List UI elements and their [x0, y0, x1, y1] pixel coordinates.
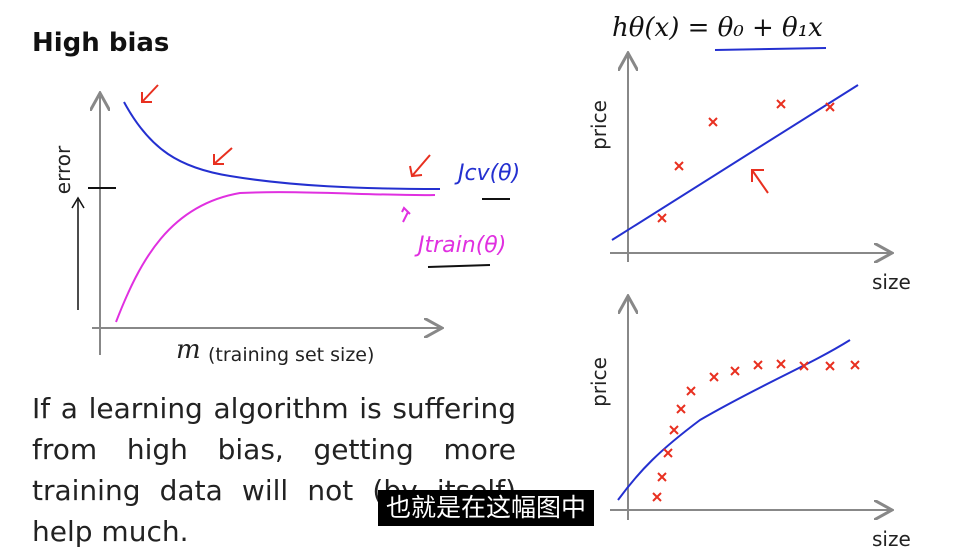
red-arrows: [141, 84, 769, 223]
cv-curve: [123, 101, 441, 190]
cross: [825, 361, 835, 371]
y-axis-label: error: [51, 145, 75, 194]
cross: [730, 366, 740, 376]
x-axis-label: size: [872, 270, 911, 294]
cross: [825, 102, 835, 112]
cross: [686, 386, 696, 396]
hypothesis: hθ(x) = θ₀ + θ₁x: [612, 13, 823, 43]
cross: [850, 360, 860, 370]
x-axis-label: size: [872, 527, 911, 551]
cross: [776, 359, 786, 369]
paragraph: If a learning algorithm is suffering fro…: [32, 392, 516, 548]
cross: [652, 492, 662, 502]
subtitle: 也就是在这幅图中: [378, 490, 595, 526]
cross: [709, 372, 719, 382]
cross: [753, 360, 763, 370]
cross: [657, 472, 667, 482]
fit-line: [611, 84, 859, 241]
fit-line: [617, 339, 851, 501]
train-curve: [115, 191, 436, 323]
plot-axes: [610, 55, 890, 520]
train-label: Jtrain(θ): [414, 233, 506, 258]
cross: [663, 448, 673, 458]
x-variable: m: [176, 335, 201, 365]
cv-label: Jcv(θ): [454, 161, 520, 186]
x-axis-label: (training set size): [208, 344, 374, 366]
y-axis-label: price: [587, 100, 611, 150]
slide-title: High bias: [32, 28, 170, 58]
cross: [776, 99, 786, 109]
underlines: [427, 47, 827, 268]
y-axis-label: price: [587, 357, 611, 407]
cross: [657, 213, 667, 223]
cross: [676, 404, 686, 414]
data-points: [652, 99, 860, 502]
cross: [669, 425, 679, 435]
learning-curve-axes: [71, 95, 440, 355]
cross: [674, 161, 684, 171]
cross: [708, 117, 718, 127]
cross: [799, 361, 809, 371]
